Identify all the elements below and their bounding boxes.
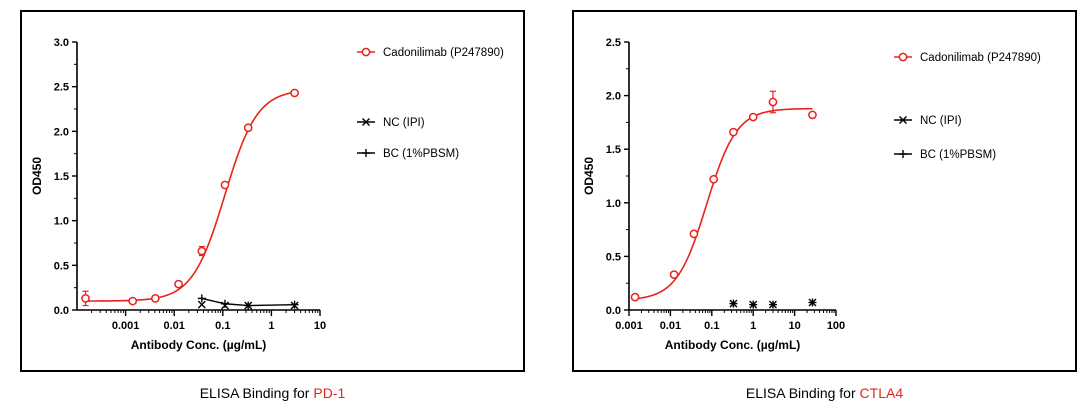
legend-entry: Cadonilimab (P247890)	[894, 52, 1041, 64]
legend-marker	[362, 149, 370, 157]
data-point	[689, 229, 699, 239]
data-point	[768, 300, 777, 309]
series-cadonilimab-p247890-	[630, 90, 817, 302]
data-point	[768, 97, 778, 107]
legend-marker	[899, 150, 907, 158]
pd1-caption-target: PD-1	[313, 385, 346, 401]
y-tick-label: 1.0	[54, 216, 69, 228]
data-point	[808, 298, 817, 307]
data-point	[669, 270, 679, 279]
x-tick-label: 10	[788, 320, 800, 332]
data-point	[151, 294, 160, 303]
data-point	[220, 180, 230, 190]
x-axis-label: Antibody Conc. (µg/mL)	[131, 338, 267, 352]
ctla4-caption-prefix: ELISA Binding for	[745, 385, 860, 401]
y-tick-label: 1.5	[54, 171, 69, 183]
x-tick-label: 0.001	[112, 320, 140, 332]
legend-label: NC (IPI)	[920, 115, 962, 127]
x-tick-label: 1	[268, 320, 274, 332]
legend-label: BC (1%PBSM)	[383, 148, 459, 160]
y-tick-label: 0.0	[54, 305, 69, 317]
ctla4-caption-target: CTLA4	[859, 385, 904, 401]
data-point	[290, 300, 299, 309]
legend-entry: BC (1%PBSM)	[894, 149, 996, 161]
legend-entry: NC (IPI)	[357, 117, 425, 129]
data-point	[729, 299, 738, 308]
control-line	[201, 297, 295, 307]
pd1-caption-prefix: ELISA Binding for	[199, 385, 314, 401]
x-tick-label: 100	[827, 320, 845, 332]
x-tick-label: 1	[750, 320, 756, 332]
legend-label: BC (1%PBSM)	[920, 149, 996, 161]
y-tick-label: 2.0	[54, 126, 69, 138]
series-cadonilimab-p247890-	[81, 88, 299, 307]
legend-label: NC (IPI)	[383, 117, 425, 129]
data-point	[174, 279, 183, 289]
y-tick-label: 2.5	[606, 37, 621, 49]
data-point	[630, 292, 640, 302]
data-point	[197, 246, 207, 256]
legend-marker	[361, 47, 371, 57]
data-point	[749, 300, 758, 309]
legend-marker	[362, 118, 370, 126]
data-point	[244, 301, 253, 310]
y-axis-label: OD450	[582, 157, 596, 195]
ctla4-caption: ELISA Binding for CTLA4	[572, 385, 1077, 401]
data-point	[197, 294, 206, 303]
y-tick-label: 1.0	[606, 198, 621, 210]
data-point	[243, 123, 253, 133]
series-bc-1-pbsm-	[729, 298, 817, 309]
fit-curve	[634, 107, 813, 300]
x-tick-label: 10	[314, 320, 326, 332]
data-point	[81, 294, 90, 303]
legend-marker	[898, 52, 908, 62]
series-bc-1-pbsm-	[197, 294, 299, 310]
y-tick-label: 2.5	[54, 82, 69, 94]
data-point	[290, 88, 299, 98]
y-tick-label: 0.0	[606, 305, 621, 317]
pd1-chart-panel: 0.0 0.5 1.0 1.5 2.0 2.5 3.0 0.001 0.01 0.1 1 10 Anti…	[20, 10, 525, 372]
data-point	[709, 174, 719, 184]
legend-entry: Cadonilimab (P247890)	[357, 47, 504, 59]
data-point	[748, 112, 758, 122]
pd1-binding-chart: 0.0 0.5 1.0 1.5 2.0 2.5 3.0 0.001 0.01 0.1 1 10 Anti…	[30, 37, 504, 352]
data-point	[729, 127, 738, 137]
ctla4-binding-chart: 0.0 0.5 1.0 1.5 2.0 2.5 0.001 0.01 0.1 1 10 100 Anti…	[582, 37, 1041, 352]
x-tick-label: 0.001	[615, 320, 643, 332]
x-tick-label: 0.1	[215, 320, 230, 332]
data-point	[808, 110, 817, 120]
legend-label: Cadonilimab (P247890)	[920, 52, 1041, 64]
y-tick-label: 2.0	[606, 91, 621, 103]
y-tick-label: 3.0	[54, 37, 69, 49]
data-point	[128, 296, 138, 306]
y-axis-label: OD450	[30, 157, 44, 195]
y-tick-label: 1.5	[606, 144, 621, 156]
data-point	[197, 300, 206, 309]
y-tick-label: 0.5	[54, 260, 69, 272]
x-tick-label: 0.1	[704, 320, 719, 332]
legend-label: Cadonilimab (P247890)	[383, 47, 504, 59]
y-tick-label: 0.5	[606, 251, 621, 263]
x-tick-label: 0.01	[163, 320, 184, 332]
fit-curve	[85, 91, 295, 302]
legend-entry: NC (IPI)	[894, 115, 962, 127]
legend-entry: BC (1%PBSM)	[357, 148, 459, 160]
x-tick-label: 0.01	[660, 320, 681, 332]
legend-marker	[899, 116, 907, 124]
x-axis-label: Antibody Conc. (µg/mL)	[665, 338, 801, 352]
data-point	[221, 299, 230, 308]
ctla4-chart-panel: 0.0 0.5 1.0 1.5 2.0 2.5 0.001 0.01 0.1 1 10 100 Anti…	[572, 10, 1077, 372]
pd1-caption: ELISA Binding for PD-1	[20, 385, 525, 401]
